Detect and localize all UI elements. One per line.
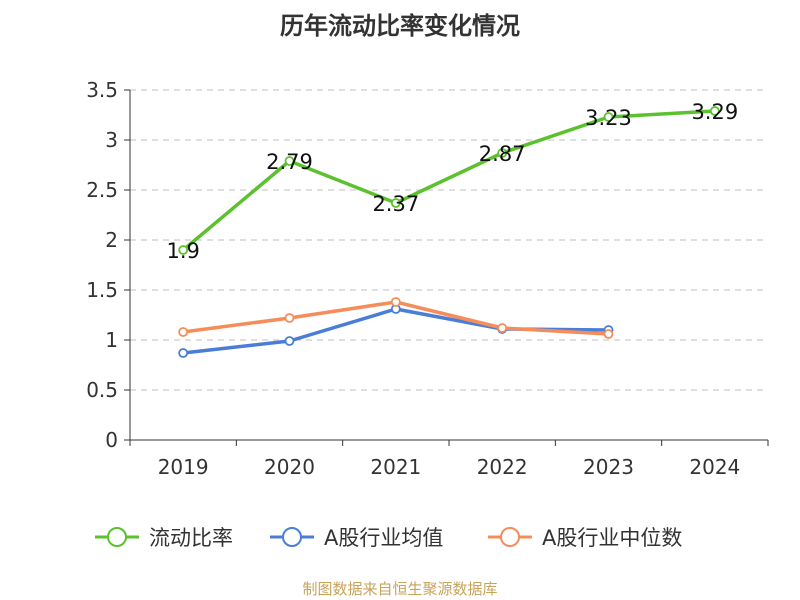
grid-lines	[130, 89, 768, 391]
data-point	[284, 336, 295, 346]
data-point	[603, 329, 614, 339]
x-axis-tick-labels: 2019 2020 2021 2022 2023 2024	[158, 455, 741, 479]
y-tick-label: 3.5	[86, 78, 118, 102]
x-tick-label: 2024	[689, 455, 740, 479]
data-label: 2.37	[372, 192, 419, 216]
data-label: 3.23	[585, 106, 632, 130]
legend-item[interactable]: A股行业均值	[270, 526, 443, 550]
legend-marker-icon	[107, 527, 127, 547]
y-tick-label: 1.5	[86, 278, 118, 302]
data-point	[497, 148, 508, 158]
series-line	[182, 109, 715, 252]
x-tick-label: 2022	[477, 455, 528, 479]
x-tick-label: 2023	[583, 455, 634, 479]
y-tick-label: 1	[105, 328, 118, 352]
data-label: 2.79	[266, 150, 313, 174]
data-point	[497, 323, 508, 333]
axes	[124, 89, 769, 446]
data-point	[390, 297, 401, 307]
source-note: 制图数据来自恒生聚源数据库	[302, 580, 498, 598]
y-tick-label: 2	[105, 228, 118, 252]
data-point	[603, 112, 614, 122]
legend-marker-icon	[500, 527, 520, 547]
y-axis-tick-labels: 0 0.5 1 1.5 2 2.5 3 3.5	[86, 78, 118, 452]
legend-item[interactable]: 流动比率	[95, 526, 233, 550]
y-tick-label: 0	[105, 428, 118, 452]
data-point	[178, 327, 189, 337]
data-point	[284, 156, 295, 166]
legend-label: A股行业中位数	[542, 526, 682, 550]
data-labels: 1.9 2.79 2.37 2.87 3.23 3.29	[166, 100, 738, 263]
data-label: 1.9	[166, 239, 199, 263]
data-point	[178, 245, 189, 255]
x-tick-label: 2019	[158, 455, 209, 479]
data-point	[178, 348, 189, 358]
legend-item[interactable]: A股行业中位数	[488, 526, 682, 550]
data-label: 2.87	[479, 142, 526, 166]
y-tick-label: 3	[105, 128, 118, 152]
data-label: 3.29	[691, 100, 738, 124]
x-tick-label: 2020	[264, 455, 315, 479]
data-point	[284, 313, 295, 323]
data-point	[709, 106, 720, 116]
legend-label: A股行业均值	[324, 526, 443, 550]
legend-marker-icon	[282, 527, 302, 547]
data-point	[390, 198, 401, 208]
legend: 流动比率 A股行业均值 A股行业中位数	[95, 526, 682, 550]
series-lines	[178, 106, 720, 358]
y-tick-label: 0.5	[86, 378, 118, 402]
y-tick-label: 2.5	[86, 178, 118, 202]
chart-title: 历年流动比率变化情况	[280, 12, 520, 40]
legend-label: 流动比率	[149, 526, 233, 550]
x-tick-label: 2021	[370, 455, 421, 479]
